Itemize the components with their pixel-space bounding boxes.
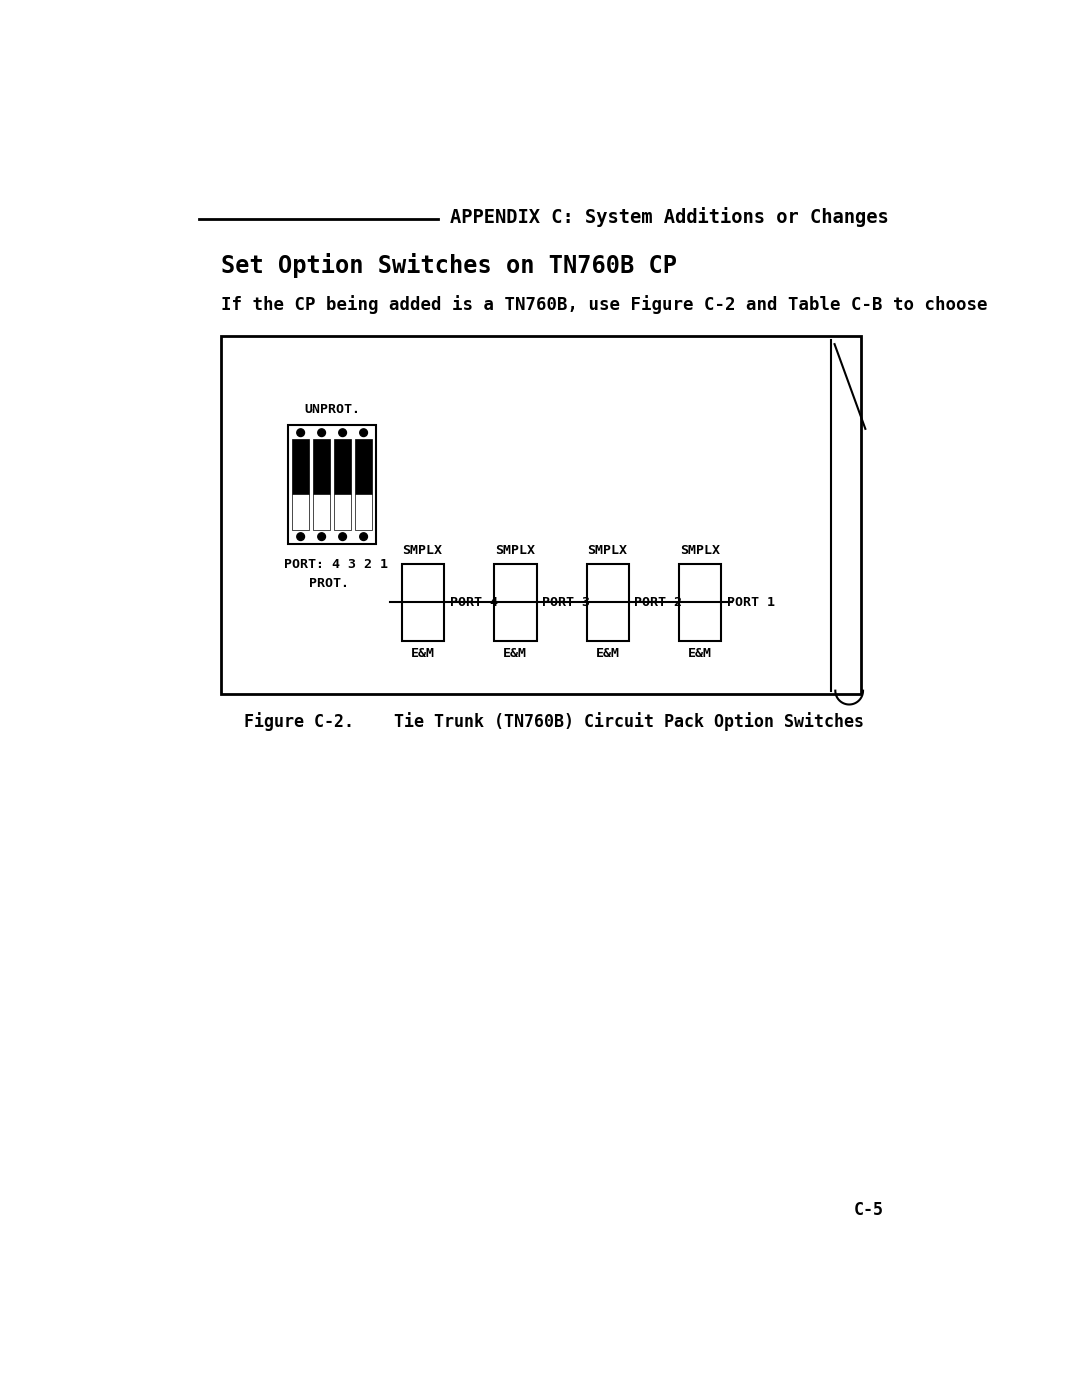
Circle shape <box>360 429 367 437</box>
Text: APPENDIX C: System Additions or Changes: APPENDIX C: System Additions or Changes <box>449 207 888 227</box>
Bar <box>293 494 309 530</box>
Bar <box>355 494 372 530</box>
Text: SMPLX: SMPLX <box>403 544 443 557</box>
Text: E&M: E&M <box>688 647 712 660</box>
Circle shape <box>297 533 305 540</box>
Text: E&M: E&M <box>410 647 434 660</box>
Bar <box>402 564 444 640</box>
Circle shape <box>318 429 325 437</box>
Text: UNPROT.: UNPROT. <box>305 402 360 416</box>
Text: If the CP being added is a TN760B, use Figure C-2 and Table C-B to choose: If the CP being added is a TN760B, use F… <box>220 295 987 313</box>
Bar <box>355 438 372 494</box>
Bar <box>293 438 309 494</box>
Bar <box>288 425 377 544</box>
Text: Set Option Switches on TN760B CP: Set Option Switches on TN760B CP <box>220 253 677 278</box>
Bar <box>335 438 351 494</box>
Circle shape <box>318 533 325 540</box>
Text: SMPLX: SMPLX <box>588 544 627 557</box>
Text: E&M: E&M <box>595 647 620 660</box>
Bar <box>495 564 537 640</box>
Bar <box>313 494 329 530</box>
Bar <box>679 564 721 640</box>
Text: SMPLX: SMPLX <box>679 544 719 557</box>
Text: PORT 2: PORT 2 <box>634 596 683 608</box>
Text: PORT 3: PORT 3 <box>542 596 590 608</box>
Bar <box>313 438 329 494</box>
Text: PORT 4: PORT 4 <box>449 596 498 608</box>
Bar <box>335 494 351 530</box>
Circle shape <box>360 533 367 540</box>
Circle shape <box>339 533 347 540</box>
Text: PORT: 4 3 2 1: PORT: 4 3 2 1 <box>284 558 388 571</box>
Text: SMPLX: SMPLX <box>495 544 535 557</box>
Bar <box>586 564 629 640</box>
Text: Figure C-2.    Tie Trunk (TN760B) Circuit Pack Option Switches: Figure C-2. Tie Trunk (TN760B) Circuit P… <box>243 711 864 731</box>
Bar <box>220 337 862 695</box>
Text: C-5: C-5 <box>854 1201 885 1219</box>
Text: E&M: E&M <box>503 647 527 660</box>
Circle shape <box>297 429 305 437</box>
Text: PROT.: PROT. <box>309 576 350 590</box>
Circle shape <box>339 429 347 437</box>
Text: PORT 1: PORT 1 <box>727 596 774 608</box>
